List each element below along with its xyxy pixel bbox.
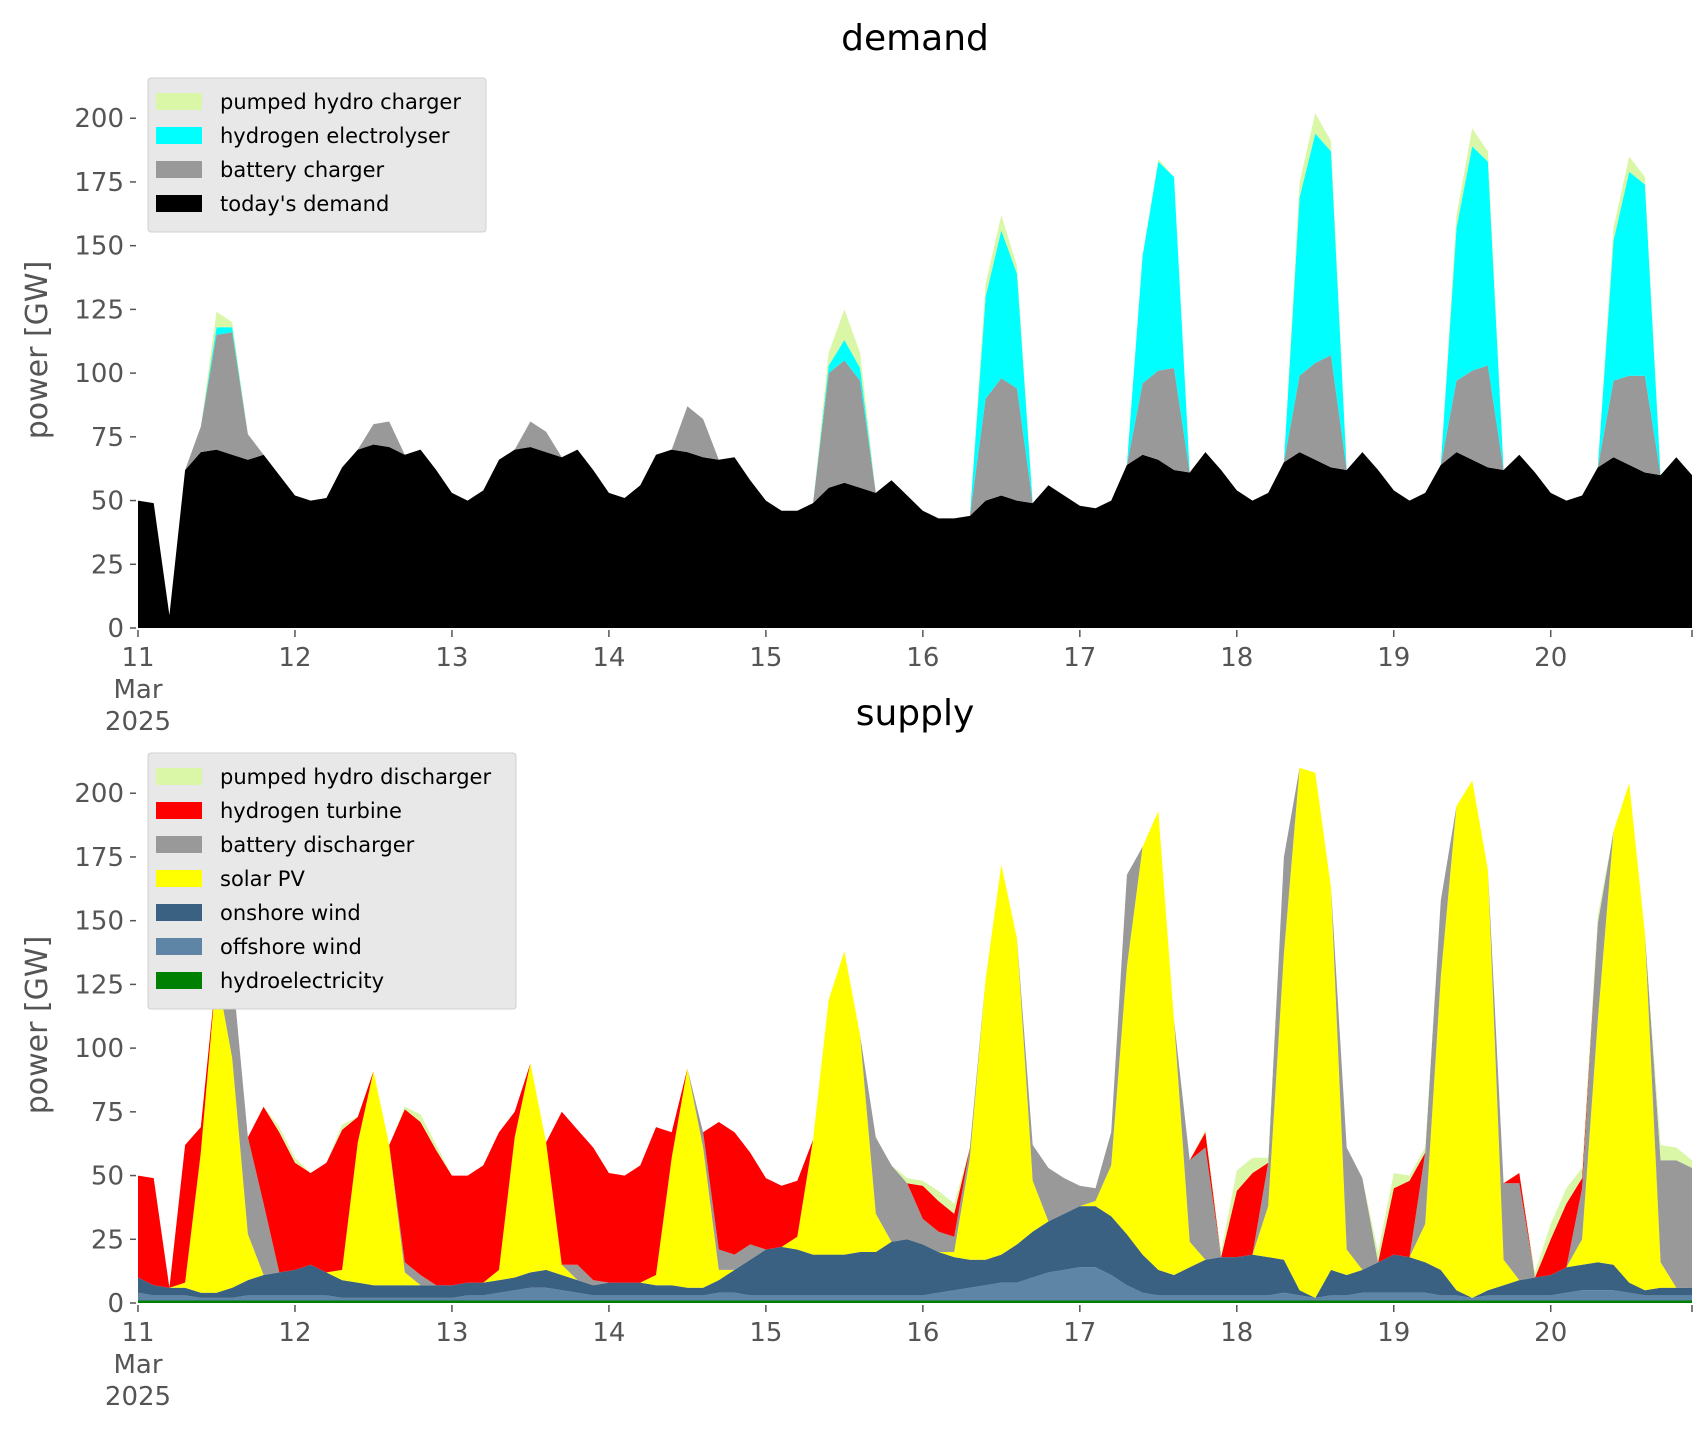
x-tick-label: 16 [906,643,939,673]
area-onshore-wind [138,1206,1692,1298]
area-hydrogen-electrolyser [138,133,1692,616]
y-tick-label: 200 [74,779,124,809]
legend-label: pumped hydro charger [220,90,461,114]
legend-label: hydrogen turbine [220,799,402,823]
legend-label: hydroelectricity [220,969,384,993]
x-axis: 11 Mar 2025 12 13 14 15 16 17 18 19 20 [105,1305,1693,1412]
legend-box [147,752,517,1010]
x-tick-label: 19 [1377,643,1410,673]
y-tick-label: 0 [107,614,124,644]
y-axis: 0 25 50 75 100 125 150 175 200 [74,104,136,644]
supply-chart: supply power [GW] 0255075100125150175200… [20,693,1693,1412]
y-tick-label: 125 [74,970,124,1000]
y-tick-label: 175 [74,168,124,198]
y-axis: 0 25 50 75 100 125 150 175 200 [74,779,136,1319]
x-tick-label: 20 [1534,1318,1567,1348]
x-tick-label: 19 [1377,1318,1410,1348]
legend-swatch [156,904,202,921]
x-tick-label: 15 [749,1318,782,1348]
area-pumped-hydro-discharger [138,767,1692,1288]
x-tick-label: 16 [906,1318,939,1348]
legend-swatch [156,93,202,110]
legend-label: offshore wind [220,935,362,959]
legend-item: solar PV [156,867,305,891]
legend-swatch [156,836,202,853]
x-tick-label: 14 [592,643,625,673]
legend: pumped hydro charger hydrogen electrolyse… [147,77,487,233]
legend-label: hydrogen electrolyser [220,124,450,148]
x-tick-label: 11 Mar 2025 [105,643,171,737]
x-tick-label: 17 [1063,643,1096,673]
legend-swatch [156,972,202,989]
legend-item: pumped hydro charger [156,90,461,114]
legend-box [147,77,487,233]
x-tick-label: 20 [1534,643,1567,673]
x-tick-label: 17 [1063,1318,1096,1348]
legend-item: battery discharger [156,833,415,857]
x-tick-label: 13 [435,643,468,673]
legend-item: offshore wind [156,935,362,959]
x-tick-label: 18 [1220,643,1253,673]
legend-swatch [156,938,202,955]
y-tick-label: 75 [91,423,124,453]
legend-label: battery discharger [220,833,415,857]
legend-item: pumped hydro discharger [156,765,491,789]
area-hydrogen-turbine [138,767,1692,1288]
legend-item: onshore wind [156,901,361,925]
y-tick-label: 75 [91,1098,124,1128]
y-tick-label: 50 [91,1162,124,1192]
legend-label: pumped hydro discharger [220,765,491,789]
y-tick-label: 50 [91,487,124,517]
legend-swatch [156,127,202,144]
x-tick-label: 13 [435,1318,468,1348]
x-tick-label: 12 [278,1318,311,1348]
legend-item: hydrogen electrolyser [156,124,450,148]
legend-label: today's demand [220,192,389,216]
y-tick-label: 200 [74,104,124,134]
x-axis: 11 Mar 2025 12 13 14 15 16 17 18 19 20 [105,630,1693,737]
legend-item: today's demand [156,192,389,216]
y-tick-label: 125 [74,295,124,325]
chart-title: demand [841,18,989,59]
y-tick-label: 175 [74,843,124,873]
legend-swatch [156,870,202,887]
stacked-areas [138,113,1692,628]
area-offshore-wind [138,1267,1692,1301]
x-tick-label: 18 [1220,1318,1253,1348]
y-tick-label: 25 [91,550,124,580]
y-axis-label: power [GW] [20,261,55,440]
legend-label: onshore wind [220,901,361,925]
area-hydroelectricity [138,1300,1692,1303]
area-battery-charger [138,332,1692,616]
chart-title: supply [856,693,975,734]
demand-chart: demand power [GW] 0255075100125150175200… [20,18,1693,737]
area-solar-pv [138,767,1692,1298]
y-tick-label: 0 [107,1289,124,1319]
y-tick-label: 25 [91,1225,124,1255]
y-tick-label: 100 [74,1034,124,1064]
stacked-areas [138,767,1692,1303]
legend-swatch [156,802,202,819]
legend-item: battery charger [156,158,385,182]
legend-label: battery charger [220,158,385,182]
y-tick-label: 100 [74,359,124,389]
legend-swatch [156,768,202,785]
legend: pumped hydro discharger hydrogen turbine b… [147,752,517,1010]
x-tick-label: 15 [749,643,782,673]
legend-item: hydrogen turbine [156,799,402,823]
legend-label: solar PV [220,867,305,891]
y-tick-label: 150 [74,907,124,937]
legend-swatch [156,195,202,212]
x-tick-label: 11 Mar 2025 [105,1318,171,1412]
y-axis-label: power [GW] [20,936,55,1115]
legend-swatch [156,161,202,178]
area-today-s-demand [138,444,1692,628]
x-tick-label: 14 [592,1318,625,1348]
y-tick-label: 150 [74,232,124,262]
x-tick-label: 12 [278,643,311,673]
legend-item: hydroelectricity [156,969,384,993]
